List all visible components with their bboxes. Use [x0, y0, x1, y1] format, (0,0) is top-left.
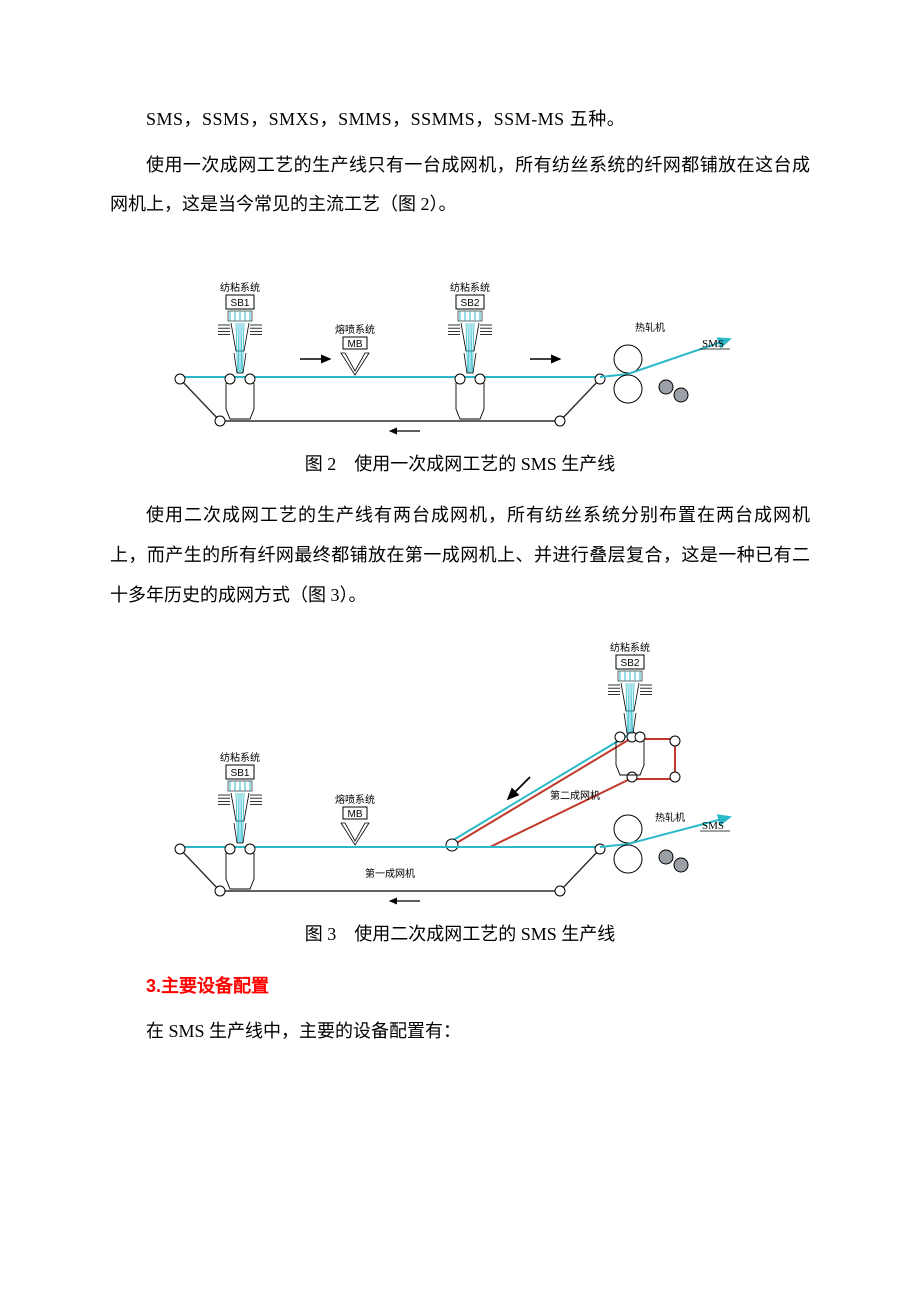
svg-text:SB1: SB1 [231, 768, 250, 779]
svg-text:SMS: SMS [702, 820, 724, 832]
svg-text:SB2: SB2 [621, 658, 640, 669]
section-3-heading: 3.主要设备配置 [110, 967, 810, 1007]
svg-text:纺粘系统: 纺粘系统 [610, 641, 650, 654]
svg-text:热轧机: 热轧机 [655, 811, 685, 824]
svg-text:SB1: SB1 [231, 298, 250, 309]
figure-3-caption: 图 3 使用二次成网工艺的 SMS 生产线 [110, 915, 810, 955]
figure-3: 纺粘系统 SB1 熔喷系统 MB 纺粘系统 SB2 第一成网机 第二成网机热轧机 SMS [130, 629, 790, 909]
paragraph-double-web: 使用二次成网工艺的生产线有两台成网机，所有纺丝系统分别布置在两台成网机上，而产生… [110, 496, 810, 615]
paragraph-types: SMS，SSMS，SMXS，SMMS，SSMMS，SSM-MS 五种。 [110, 100, 810, 140]
svg-text:纺粘系统: 纺粘系统 [450, 281, 490, 294]
svg-text:SB2: SB2 [461, 298, 480, 309]
paragraph-single-web: 使用一次成网工艺的生产线只有一台成网机，所有纺丝系统的纤网都铺放在这台成网机上，… [110, 146, 810, 225]
figure-3-svg: 纺粘系统 SB1 熔喷系统 MB 纺粘系统 SB2 第一成网机 第二成网机热轧机 SMS [130, 629, 790, 909]
figure-2: 纺粘系统 SB1 纺粘系统 SB2 熔喷系统 MB 热轧机 SMS [130, 239, 790, 439]
svg-text:第一成网机: 第一成网机 [365, 867, 415, 880]
figure-2-svg: 纺粘系统 SB1 纺粘系统 SB2 熔喷系统 MB 热轧机 SMS [130, 239, 790, 439]
svg-text:第二成网机: 第二成网机 [550, 789, 600, 802]
svg-text:熔喷系统: 熔喷系统 [335, 323, 375, 336]
svg-text:纺粘系统: 纺粘系统 [220, 751, 260, 764]
paragraph-equipment-intro: 在 SMS 生产线中，主要的设备配置有： [110, 1012, 810, 1052]
svg-text:SMS: SMS [702, 338, 724, 350]
svg-text:纺粘系统: 纺粘系统 [220, 281, 260, 294]
svg-text:MB: MB [348, 339, 363, 350]
svg-text:熔喷系统: 熔喷系统 [335, 793, 375, 806]
svg-text:热轧机: 热轧机 [635, 321, 665, 334]
svg-text:MB: MB [348, 809, 363, 820]
figure-2-caption: 图 2 使用一次成网工艺的 SMS 生产线 [110, 445, 810, 485]
